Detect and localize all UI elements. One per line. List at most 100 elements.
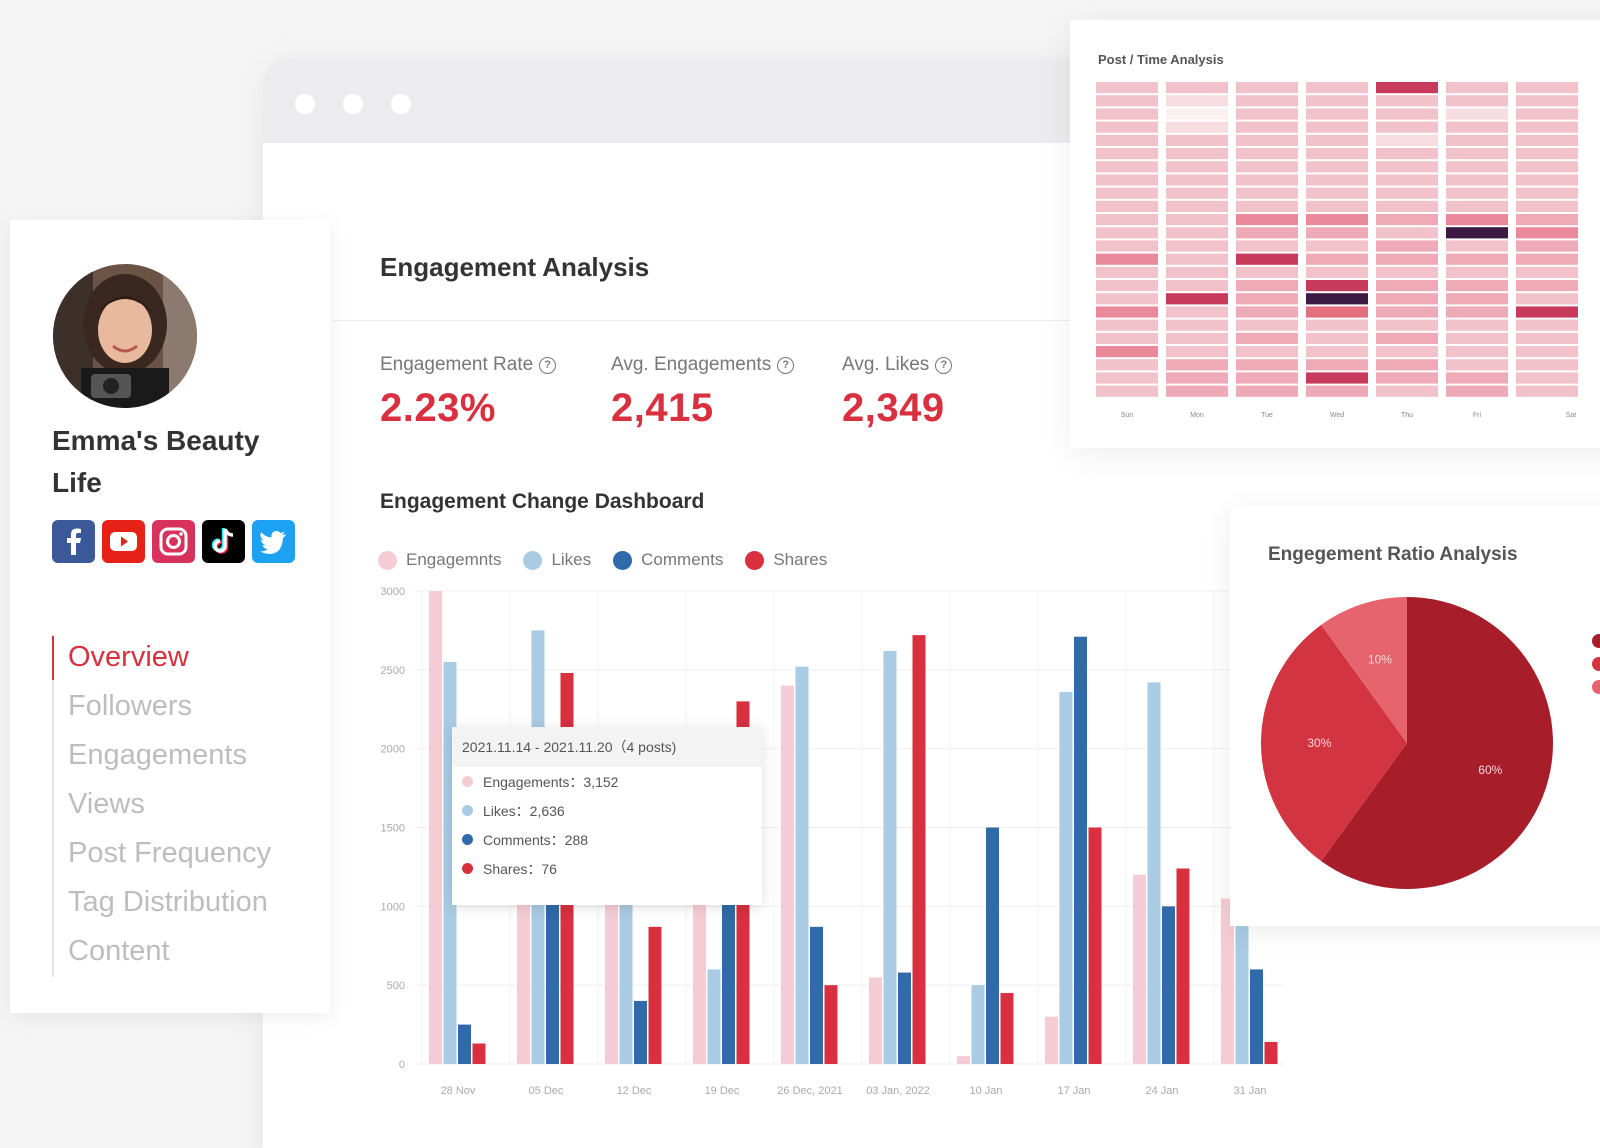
- heatmap-cell[interactable]: [1096, 121, 1158, 133]
- heatmap-cell[interactable]: [1236, 174, 1298, 186]
- legend-item-engagements[interactable]: Engagemnts: [378, 550, 501, 570]
- heatmap-cell[interactable]: [1446, 306, 1508, 318]
- bar-engagemnts[interactable]: [1045, 1016, 1058, 1064]
- heatmap-cell[interactable]: [1306, 227, 1368, 239]
- heatmap-cell[interactable]: [1446, 332, 1508, 344]
- bar-likes[interactable]: [1059, 691, 1073, 1064]
- heatmap-cell[interactable]: [1306, 332, 1368, 344]
- heatmap-cell[interactable]: [1096, 174, 1158, 186]
- heatmap-cell[interactable]: [1236, 293, 1298, 305]
- heatmap-cell[interactable]: [1096, 293, 1158, 305]
- heatmap-cell[interactable]: [1236, 319, 1298, 331]
- heatmap-cell[interactable]: [1096, 280, 1158, 292]
- heatmap-cell[interactable]: [1306, 266, 1368, 278]
- bar-engagemnts[interactable]: [517, 874, 530, 1064]
- bar-engagemnts[interactable]: [957, 1056, 970, 1064]
- legend-item-comments[interactable]: Comments: [613, 550, 723, 570]
- heatmap-cell[interactable]: [1166, 174, 1228, 186]
- heatmap-cell[interactable]: [1516, 372, 1578, 384]
- heatmap-cell[interactable]: [1166, 332, 1228, 344]
- heatmap-cell[interactable]: [1516, 306, 1578, 318]
- heatmap-cell[interactable]: [1376, 359, 1438, 371]
- heatmap-cell[interactable]: [1446, 214, 1508, 226]
- heatmap-cell[interactable]: [1166, 161, 1228, 173]
- heatmap-cell[interactable]: [1166, 280, 1228, 292]
- heatmap-cell[interactable]: [1376, 227, 1438, 239]
- heatmap-cell[interactable]: [1096, 372, 1158, 384]
- heatmap-cell[interactable]: [1306, 174, 1368, 186]
- nav-item-content[interactable]: Content: [68, 935, 170, 967]
- bar-comments[interactable]: [1250, 969, 1263, 1064]
- heatmap-cell[interactable]: [1516, 266, 1578, 278]
- heatmap-cell[interactable]: [1096, 227, 1158, 239]
- heatmap-cell[interactable]: [1516, 134, 1578, 146]
- bar-shares[interactable]: [1264, 1041, 1278, 1064]
- heatmap-cell[interactable]: [1376, 385, 1438, 397]
- heatmap-cell[interactable]: [1516, 293, 1578, 305]
- heatmap-cell[interactable]: [1516, 359, 1578, 371]
- bar-likes[interactable]: [619, 874, 633, 1064]
- bar-shares[interactable]: [1000, 993, 1014, 1064]
- heatmap-cell[interactable]: [1236, 227, 1298, 239]
- bar-comments[interactable]: [898, 972, 911, 1064]
- heatmap-cell[interactable]: [1166, 346, 1228, 358]
- bar-comments[interactable]: [1074, 636, 1087, 1064]
- pie-slice[interactable]: [1261, 624, 1407, 862]
- heatmap-cell[interactable]: [1516, 214, 1578, 226]
- help-icon[interactable]: ?: [539, 356, 557, 374]
- heatmap-cell[interactable]: [1236, 134, 1298, 146]
- heatmap-cell[interactable]: [1306, 200, 1368, 212]
- heatmap-cell[interactable]: [1376, 280, 1438, 292]
- heatmap-cell[interactable]: [1516, 253, 1578, 265]
- heatmap-cell[interactable]: [1446, 200, 1508, 212]
- heatmap-cell[interactable]: [1096, 95, 1158, 107]
- nav-item-post-frequency[interactable]: Post Frequency: [68, 837, 272, 869]
- heatmap-cell[interactable]: [1516, 121, 1578, 133]
- heatmap-cell[interactable]: [1236, 82, 1298, 94]
- heatmap-cell[interactable]: [1166, 359, 1228, 371]
- heatmap-cell[interactable]: [1166, 121, 1228, 133]
- heatmap-cell[interactable]: [1446, 227, 1508, 239]
- legend-item-shares[interactable]: Shares: [745, 550, 827, 570]
- heatmap-cell[interactable]: [1166, 253, 1228, 265]
- pie-slice[interactable]: [1321, 597, 1407, 743]
- bar-engagemnts[interactable]: [781, 685, 794, 1064]
- heatmap-cell[interactable]: [1236, 121, 1298, 133]
- heatmap-cell[interactable]: [1096, 385, 1158, 397]
- heatmap-cell[interactable]: [1166, 227, 1228, 239]
- heatmap-cell[interactable]: [1096, 253, 1158, 265]
- heatmap-cell[interactable]: [1306, 319, 1368, 331]
- heatmap-cell[interactable]: [1516, 385, 1578, 397]
- help-icon[interactable]: ?: [935, 356, 953, 374]
- nav-item-views[interactable]: Views: [68, 788, 145, 820]
- heatmap-cell[interactable]: [1096, 332, 1158, 344]
- instagram-icon[interactable]: [152, 520, 195, 563]
- heatmap-cell[interactable]: [1096, 240, 1158, 252]
- heatmap-cell[interactable]: [1236, 95, 1298, 107]
- heatmap-cell[interactable]: [1376, 293, 1438, 305]
- bar-likes[interactable]: [883, 650, 897, 1064]
- heatmap-cell[interactable]: [1166, 385, 1228, 397]
- heatmap-cell[interactable]: [1376, 332, 1438, 344]
- heatmap-cell[interactable]: [1446, 372, 1508, 384]
- bar-comments[interactable]: [810, 926, 823, 1064]
- heatmap-cell[interactable]: [1376, 319, 1438, 331]
- tiktok-icon[interactable]: [202, 520, 245, 563]
- heatmap-cell[interactable]: [1376, 134, 1438, 146]
- heatmap-cell[interactable]: [1166, 187, 1228, 199]
- bar-shares[interactable]: [472, 1043, 486, 1064]
- heatmap-cell[interactable]: [1096, 187, 1158, 199]
- heatmap-cell[interactable]: [1446, 359, 1508, 371]
- heatmap-cell[interactable]: [1306, 108, 1368, 120]
- nav-item-followers[interactable]: Followers: [68, 690, 193, 722]
- window-dot-icon[interactable]: [295, 94, 315, 114]
- heatmap-cell[interactable]: [1446, 319, 1508, 331]
- heatmap-cell[interactable]: [1236, 332, 1298, 344]
- heatmap-cell[interactable]: [1446, 108, 1508, 120]
- heatmap-cell[interactable]: [1306, 240, 1368, 252]
- bar-engagemnts[interactable]: [693, 874, 706, 1064]
- heatmap-cell[interactable]: [1516, 108, 1578, 120]
- heatmap-cell[interactable]: [1096, 266, 1158, 278]
- heatmap-cell[interactable]: [1516, 319, 1578, 331]
- window-dot-icon[interactable]: [391, 94, 411, 114]
